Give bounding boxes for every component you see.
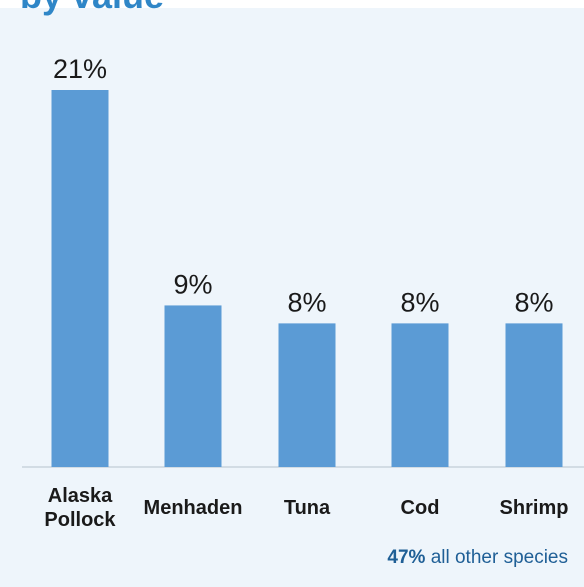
category-label-5: Shrimp xyxy=(500,497,569,519)
value-label-2: 9% xyxy=(173,269,212,299)
bar-1 xyxy=(51,90,109,467)
category-label-3: Tuna xyxy=(284,497,331,519)
bar-3 xyxy=(278,323,336,467)
category-label-2: Menhaden xyxy=(144,497,243,519)
category-label-4: Cod xyxy=(401,497,440,519)
other-species-note: 47% all other species xyxy=(387,547,568,569)
bar-5 xyxy=(505,323,563,467)
value-label-3: 8% xyxy=(287,287,326,317)
bar-2 xyxy=(164,305,222,467)
category-label-1: Alaska Pollock xyxy=(44,485,116,531)
chart-title: by value xyxy=(20,0,164,14)
value-label-4: 8% xyxy=(400,287,439,317)
bar-4 xyxy=(391,323,449,467)
other-species-percent: 47% xyxy=(387,547,426,568)
value-label-5: 8% xyxy=(514,287,553,317)
other-species-text: all other species xyxy=(425,547,568,568)
value-label-1: 21% xyxy=(53,54,107,84)
